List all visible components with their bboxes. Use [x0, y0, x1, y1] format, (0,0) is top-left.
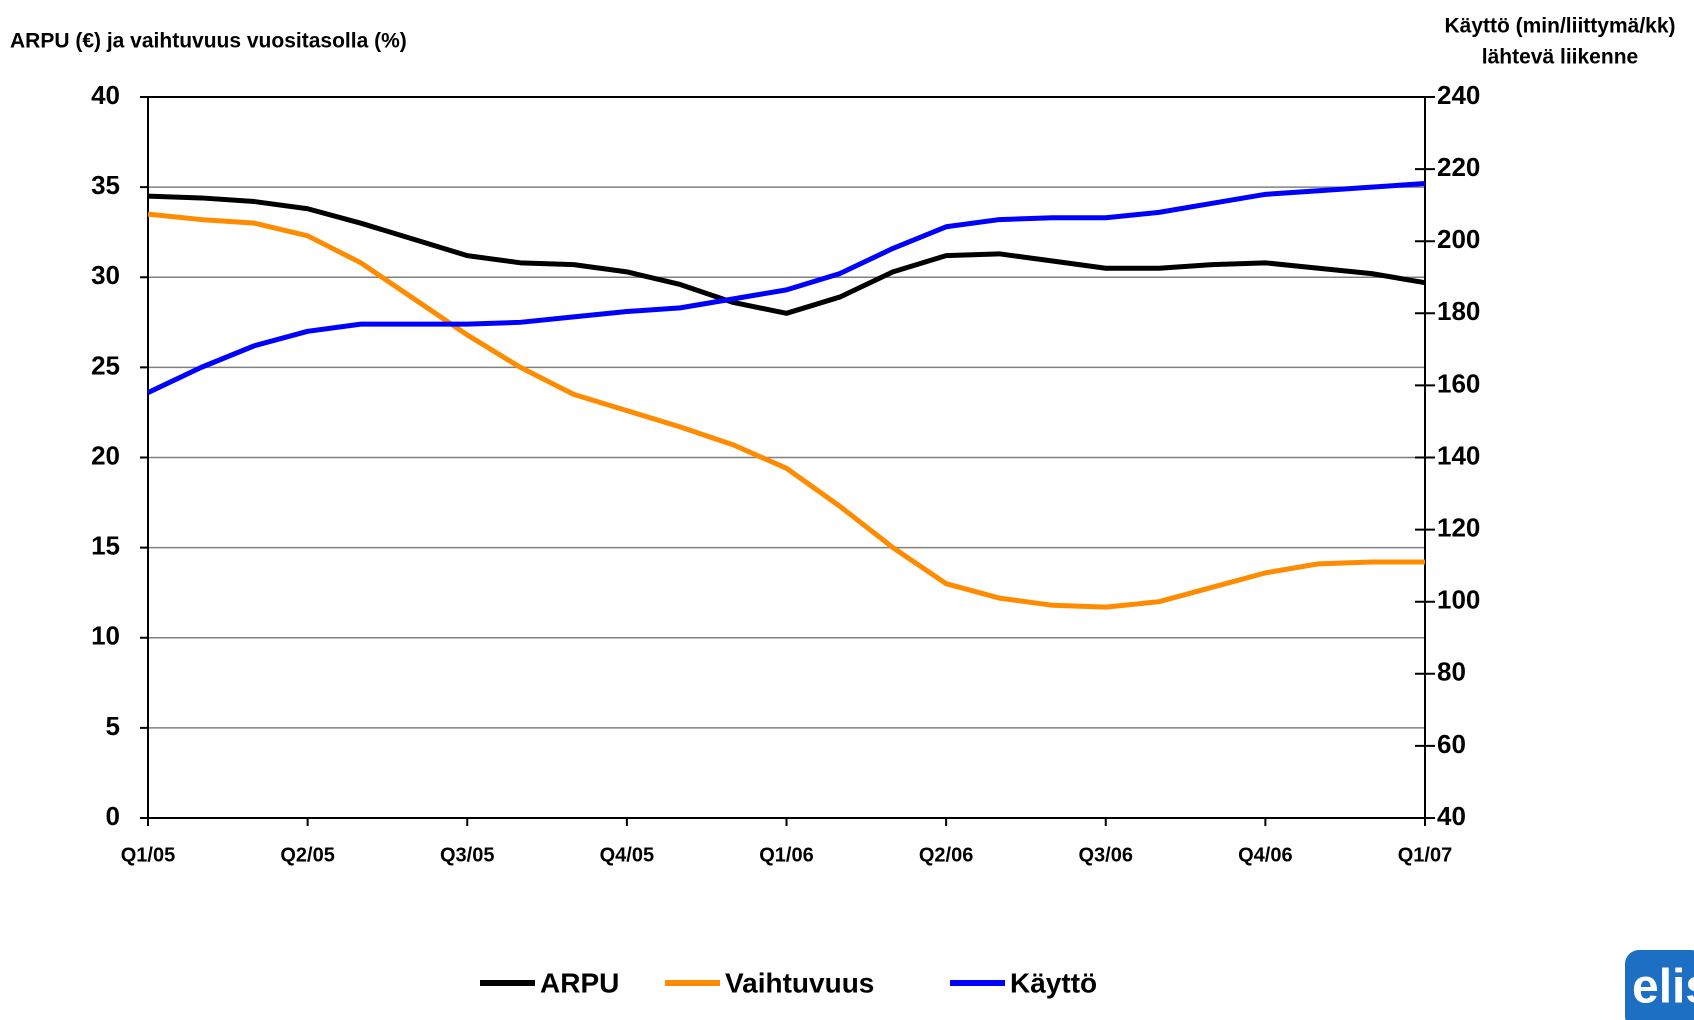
x-tick-label: Q1/06: [759, 844, 813, 866]
y2-tick-label: 80: [1437, 657, 1466, 687]
line: [147, 211, 1425, 610]
y-tick-label: 5: [106, 711, 120, 741]
x-tick-label: Q2/06: [919, 844, 973, 866]
legend-label: Vaihtuvuus: [725, 967, 874, 998]
x-tick-label: Q4/06: [1238, 844, 1292, 866]
y-tick-label: 30: [91, 260, 120, 290]
y2-axis-title: lähtevä liikenne: [1482, 46, 1638, 69]
y2-tick-label: 220: [1437, 152, 1480, 182]
y2-tick-label: 40: [1437, 801, 1466, 831]
y2-tick-label: 180: [1437, 296, 1480, 326]
y-axis-title: ARPU (€) ja vaihtuvuus vuositasolla (%): [10, 30, 407, 53]
legend-label: Käyttö: [1010, 967, 1097, 998]
x-tick-label: Q1/05: [121, 844, 175, 866]
y2-axis-title: Käyttö (min/liittymä/kk): [1444, 15, 1675, 38]
logo-box: [1625, 950, 1694, 1020]
y-tick-label: 35: [91, 170, 120, 200]
y-tick-label: 15: [91, 531, 120, 561]
y2-tick-label: 140: [1437, 440, 1480, 470]
legend-label: ARPU: [540, 967, 619, 998]
y2-tick-label: 240: [1437, 80, 1480, 110]
x-tick-label: Q2/05: [280, 844, 334, 866]
y2-tick-label: 100: [1437, 585, 1480, 615]
y-tick-label: 25: [91, 350, 120, 380]
x-tick-label: Q4/05: [600, 844, 654, 866]
y-tick-label: 10: [91, 621, 120, 651]
x-tick-label: Q3/05: [440, 844, 494, 866]
line: [146, 181, 1426, 395]
line: [147, 193, 1426, 316]
y2-tick-label: 120: [1437, 512, 1480, 542]
y2-tick-label: 200: [1437, 224, 1480, 254]
y2-tick-label: 160: [1437, 368, 1480, 398]
x-tick-label: Q1/07: [1398, 844, 1452, 866]
x-tick-label: Q3/06: [1079, 844, 1133, 866]
y2-tick-label: 60: [1437, 729, 1466, 759]
y-tick-label: 40: [91, 80, 120, 110]
y-tick-label: 0: [106, 801, 120, 831]
y-tick-label: 20: [91, 440, 120, 470]
logo: elis: [1632, 961, 1694, 1014]
